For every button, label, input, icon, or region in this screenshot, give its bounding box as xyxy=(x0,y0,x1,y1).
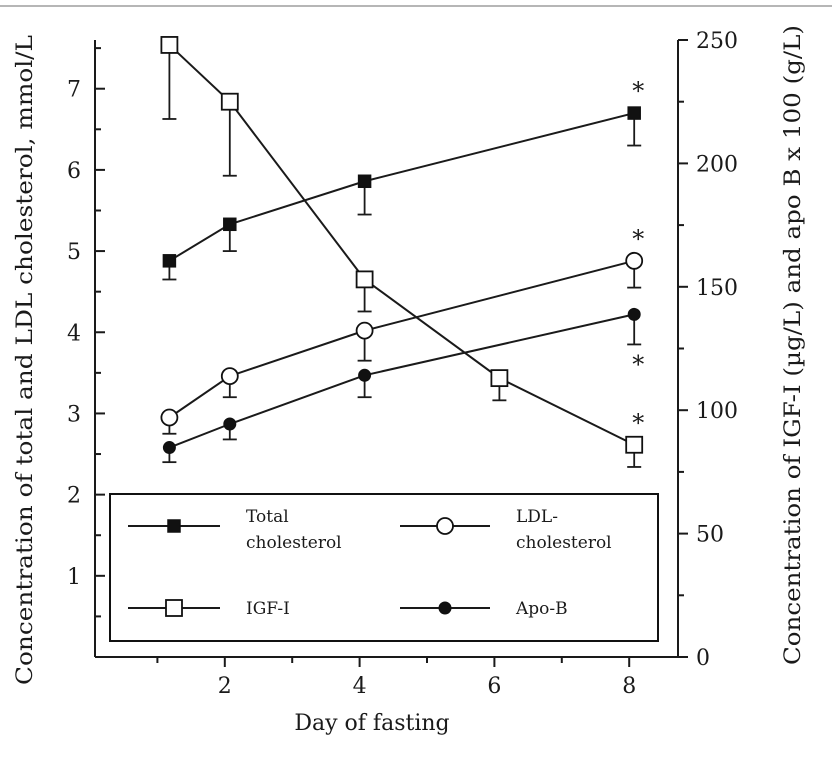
data-point xyxy=(355,321,374,340)
left-y-tick-label: 6 xyxy=(67,159,81,184)
series-line xyxy=(168,259,635,419)
legend-entry: Total cholesterol xyxy=(128,507,342,553)
x-tick-label: 2 xyxy=(218,674,232,699)
legend-entry: LDL-cholesterol xyxy=(400,507,612,553)
legend-label: cholesterol xyxy=(246,533,342,553)
significance-star: * xyxy=(632,225,644,253)
legend-label: cholesterol xyxy=(516,533,612,553)
series-total-cholesterol: * xyxy=(162,77,644,281)
legend-box xyxy=(109,493,659,642)
series-line xyxy=(168,44,635,446)
legend-label: Total xyxy=(246,507,289,527)
left-y-tick-label: 1 xyxy=(67,565,81,590)
left-y-tick-label: 4 xyxy=(67,321,81,346)
series-apo-b: * xyxy=(162,307,644,464)
data-point xyxy=(358,368,372,382)
left-y-axis-title: Concentration of total and LDL cholester… xyxy=(13,35,38,685)
data-point xyxy=(162,254,177,268)
x-tick-label: 8 xyxy=(622,674,636,699)
right-y-axis-title: Concentration of IGF-I (µg/L) and apo B … xyxy=(781,25,806,665)
left-y-tick-label: 5 xyxy=(67,240,81,265)
data-point xyxy=(627,106,641,120)
significance-star: * xyxy=(632,350,644,378)
x-tick-label: 6 xyxy=(487,674,501,699)
right-y-tick-label: 100 xyxy=(696,399,738,424)
legend-entry: Apo-B xyxy=(400,599,568,619)
data-point xyxy=(223,217,237,232)
left-y-tick-label: 7 xyxy=(67,78,81,103)
legend-label: IGF-I xyxy=(246,599,290,619)
series-line xyxy=(168,112,635,262)
right-y-tick-label: 0 xyxy=(696,646,710,671)
data-point xyxy=(162,441,176,455)
series-line xyxy=(169,313,635,449)
data-point xyxy=(220,367,239,386)
legend-marker xyxy=(438,601,452,615)
data-point xyxy=(223,417,237,431)
series-ldl-cholesterol: * xyxy=(160,225,644,435)
legend-marker xyxy=(167,519,181,533)
x-tick-label: 4 xyxy=(353,674,367,699)
data-point xyxy=(627,307,641,321)
series-igf-i: * xyxy=(160,36,644,468)
data-point xyxy=(220,92,239,111)
data-point xyxy=(355,270,374,289)
legend-marker xyxy=(165,599,183,617)
right-y-tick-label: 250 xyxy=(696,29,738,54)
data-point xyxy=(625,435,644,454)
data-point xyxy=(357,174,372,189)
left-y-tick-label: 2 xyxy=(67,484,81,509)
legend-entry: IGF-I xyxy=(128,599,290,619)
significance-star: * xyxy=(632,409,644,437)
data-point xyxy=(160,408,179,427)
legend-label: LDL- xyxy=(516,507,558,527)
ticks: 2 4 6 8 1 2 3 4 5 6 7 0 50 100 150 200 250 xyxy=(67,29,738,699)
right-y-tick-label: 150 xyxy=(696,276,738,301)
significance-star: * xyxy=(632,77,644,105)
data-point xyxy=(625,251,644,270)
x-axis-title: Day of fasting xyxy=(294,711,449,736)
series-layer: * * * * xyxy=(160,36,644,468)
data-point xyxy=(160,36,179,54)
left-y-tick-label: 3 xyxy=(67,402,81,427)
legend-marker xyxy=(436,517,454,535)
legend-label: Apo-B xyxy=(515,599,568,619)
right-y-tick-label: 200 xyxy=(696,152,738,177)
data-point xyxy=(490,369,509,388)
right-y-tick-label: 50 xyxy=(696,523,724,548)
